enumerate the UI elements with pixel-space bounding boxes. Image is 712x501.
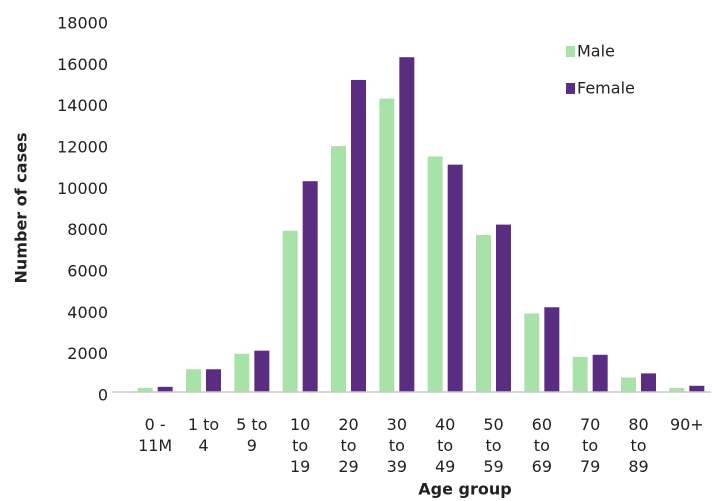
y-tick-label: 18000 — [57, 14, 108, 33]
bar — [351, 79, 366, 392]
x-tick-label: 20 to 29 — [338, 415, 359, 476]
x-tick-label: 5 to 9 — [236, 415, 268, 455]
x-tick-label: 60 to 69 — [531, 415, 552, 476]
bar — [206, 369, 221, 392]
x-tick-label: 10 to 19 — [289, 415, 311, 476]
bar — [447, 164, 463, 392]
bar — [254, 350, 270, 392]
bar — [137, 387, 153, 392]
bar — [572, 356, 588, 392]
bar — [669, 387, 685, 392]
x-tick-label: 80 to 89 — [628, 415, 649, 476]
y-tick-label: 16000 — [57, 55, 108, 74]
bar — [331, 146, 346, 392]
y-tick-label: 8000 — [67, 220, 108, 239]
y-axis-title: Number of cases — [12, 133, 31, 284]
bar — [234, 353, 250, 392]
x-tick-label: 30 to 39 — [386, 415, 407, 476]
x-tick-label: 90+ — [669, 415, 704, 434]
bar — [544, 307, 560, 392]
legend-swatch — [566, 46, 575, 57]
legend-label: Male — [577, 42, 615, 61]
legend-swatch — [566, 83, 575, 94]
x-axis-title: Age group — [418, 480, 511, 499]
bar — [282, 230, 298, 392]
y-tick-label: 2000 — [67, 344, 108, 363]
bar — [524, 313, 540, 392]
bar — [186, 369, 201, 392]
bar — [302, 181, 318, 392]
bar — [689, 385, 705, 392]
y-tick-label: 10000 — [57, 179, 108, 198]
x-tick-label: 0 - 11M — [138, 415, 173, 455]
x-tick-label: 40 to 49 — [434, 415, 456, 476]
y-tick-label: 0 — [98, 386, 108, 405]
bar — [496, 224, 511, 392]
y-tick-label: 12000 — [57, 138, 108, 157]
y-tick-label: 6000 — [67, 262, 108, 281]
bar — [641, 373, 656, 392]
bar — [427, 156, 443, 392]
bar — [476, 234, 491, 392]
x-tick-label: 70 to 79 — [579, 415, 601, 476]
y-tick-label: 14000 — [57, 96, 108, 115]
bar — [621, 377, 636, 392]
bar — [399, 57, 415, 392]
bar — [379, 98, 395, 393]
legend-label: Female — [577, 79, 635, 98]
y-tick-label: 4000 — [67, 303, 108, 322]
x-tick-label: 50 to 59 — [483, 415, 504, 476]
bar — [157, 386, 173, 392]
x-tick-label: 1 to 4 — [187, 415, 220, 455]
bar — [592, 354, 608, 392]
